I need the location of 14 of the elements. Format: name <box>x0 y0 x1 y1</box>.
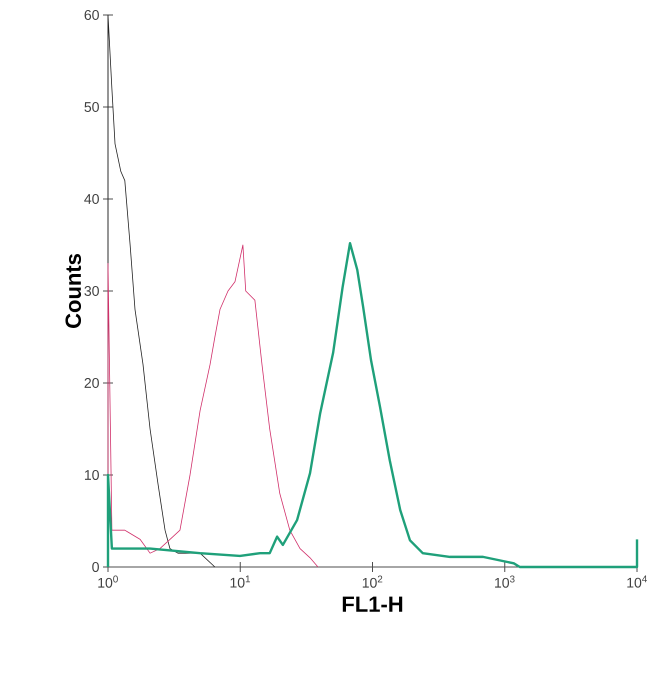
y-tick-label: 30 <box>84 286 99 296</box>
x-tick-label: 10$^{0}$ <box>98 576 118 588</box>
x-axis-title: FL1-H <box>342 596 402 612</box>
x-tick-label: 10$^{4}$ <box>627 576 647 588</box>
y-axis-title: Counts <box>65 254 82 328</box>
y-tick-label: 20 <box>84 378 99 388</box>
y-tick-label: 0 <box>92 562 99 572</box>
x-tick-label: 10$^{2}$ <box>362 576 382 588</box>
x-tick-label: 10$^{1}$ <box>230 576 250 588</box>
y-tick-label: 60 <box>84 10 99 20</box>
y-tick-label: 50 <box>84 102 99 112</box>
x-tick-label: 10$^{3}$ <box>495 576 515 588</box>
y-tick-label: 10 <box>84 470 99 480</box>
y-tick-label: 40 <box>84 194 99 204</box>
